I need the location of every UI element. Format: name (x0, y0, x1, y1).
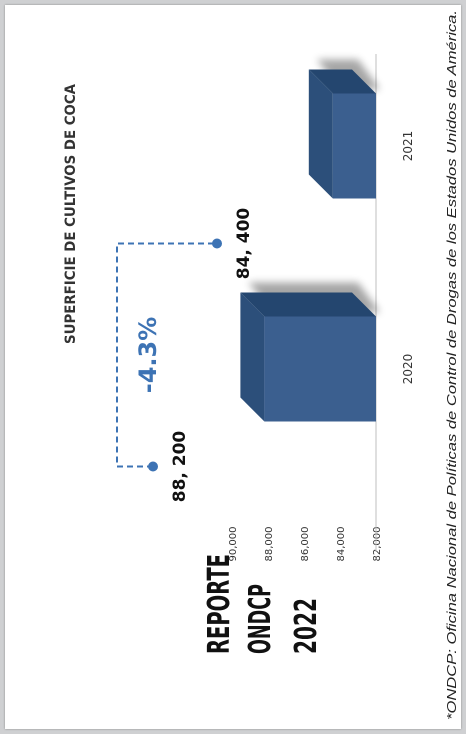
report-logo: REPORTE ONDCP 2022 (202, 554, 324, 654)
bar-value-label: 84, 400 (234, 208, 254, 280)
connector-dot (212, 238, 222, 249)
report-line-1: REPORTE (202, 554, 237, 654)
report-line-3: 2022 (289, 598, 324, 654)
bar (332, 93, 376, 199)
footnote: *ONDCP: Oficina Nacional de Políticas de… (444, 10, 459, 720)
y-axis-tick-labels: 82,000 84,000 86,000 88,000 90,000 (228, 527, 383, 562)
connector-line (116, 242, 217, 468)
y-tick-label: 84,000 (336, 527, 347, 562)
x-tick-label: 2021 (401, 131, 415, 162)
y-tick-label: 86,000 (300, 527, 311, 562)
change-annotation: 88, 200 84, 400 -4.3% (116, 208, 254, 503)
report-card (5, 5, 461, 729)
y-tick-label: 90,000 (228, 527, 239, 562)
y-tick-label: 82,000 (372, 527, 383, 562)
y-tick-label: 88,000 (264, 527, 275, 562)
bar-side-face (240, 292, 376, 317)
bar-side-face (308, 69, 376, 94)
bar-value-label: 88, 200 (170, 431, 190, 503)
bar (264, 316, 376, 422)
bar-top-face (308, 69, 333, 199)
chart-title: SUPERFICIE DE CULTIVOS DE COCA (63, 84, 79, 344)
report-line-2: ONDCP (243, 584, 278, 654)
x-tick-label: 2020 (401, 354, 415, 385)
percent-change-label: -4.3% (134, 317, 162, 394)
bars-group: 2020 2021 (240, 59, 415, 422)
bar-top-face (240, 292, 265, 422)
